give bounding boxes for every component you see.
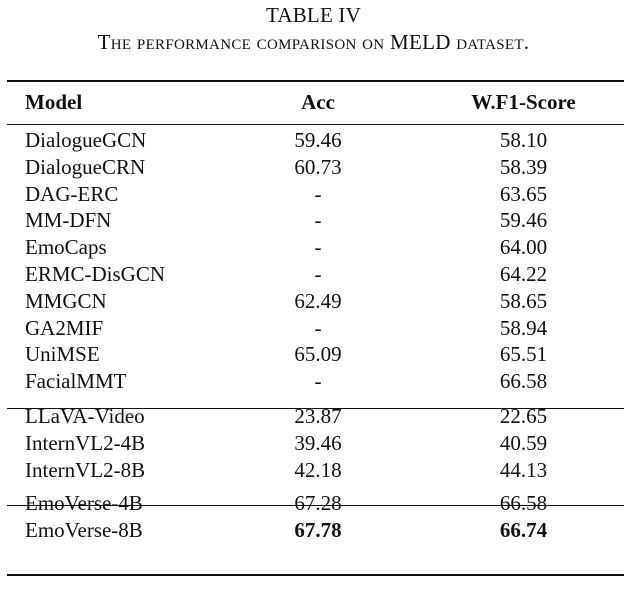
cell-f1: 64.00 bbox=[499, 235, 548, 260]
cell-acc: 65.09 bbox=[294, 342, 342, 367]
cell-f1: 66.58 bbox=[499, 369, 548, 394]
header-f1: W.F1-Score bbox=[471, 90, 576, 114]
table-row: MM-DFN - 59.46 bbox=[7, 207, 624, 234]
cell-acc: 67.28 bbox=[294, 491, 342, 516]
table-label: TABLE IV bbox=[266, 3, 361, 27]
cell-model: DialogueCRN bbox=[25, 154, 146, 179]
table-row: MMGCN 62.49 58.65 bbox=[7, 288, 624, 315]
cell-acc: - bbox=[314, 235, 322, 260]
group-divider-2 bbox=[7, 505, 624, 507]
cell-f1: 66.74 bbox=[499, 518, 548, 543]
cell-f1: 66.58 bbox=[499, 491, 548, 516]
cell-f1: 63.65 bbox=[499, 181, 548, 206]
cell-acc: 67.78 bbox=[294, 518, 342, 543]
cell-model: DialogueGCN bbox=[25, 128, 147, 152]
cell-model: DAG-ERC bbox=[25, 181, 119, 206]
cell-acc: - bbox=[314, 208, 322, 233]
results-table: Model Acc W.F1-Score DialogueGCN 59.46 58.… bbox=[7, 82, 624, 544]
table-row: EmoVerse-4B 67.28 66.58 bbox=[7, 483, 624, 517]
cell-f1: 44.13 bbox=[499, 457, 548, 482]
cell-f1: 65.51 bbox=[499, 342, 548, 367]
cell-f1: 64.22 bbox=[499, 261, 548, 286]
cell-model: EmoVerse-8B bbox=[25, 518, 143, 543]
cell-acc: 23.87 bbox=[294, 403, 342, 428]
cell-model: InternVL2-8B bbox=[25, 457, 146, 482]
cell-acc: - bbox=[314, 181, 322, 206]
table-caption: The performance comparison on MELD datas… bbox=[97, 30, 530, 54]
table-row: GA2MIF - 58.94 bbox=[7, 315, 624, 342]
cell-acc: - bbox=[314, 315, 322, 340]
table-row: UniMSE 65.09 65.51 bbox=[7, 341, 624, 368]
cell-acc: - bbox=[314, 261, 322, 286]
top-rule bbox=[7, 80, 624, 82]
table-row: DialogueCRN 60.73 58.39 bbox=[7, 154, 624, 181]
cell-model: FacialMMT bbox=[25, 369, 127, 394]
header-model: Model bbox=[25, 90, 83, 114]
cell-model: InternVL2-4B bbox=[25, 430, 146, 455]
table-row: ERMC-DisGCN - 64.22 bbox=[7, 261, 624, 288]
header-rule bbox=[7, 124, 624, 126]
table-row: EmoVerse-8B 67.78 66.74 bbox=[7, 517, 624, 544]
bottom-rule bbox=[7, 574, 624, 576]
table-row: DialogueGCN 59.46 58.10 bbox=[7, 123, 624, 154]
cell-model: LLaVA-Video bbox=[25, 403, 145, 428]
cell-f1: 58.10 bbox=[499, 128, 548, 152]
cell-f1: 59.46 bbox=[499, 208, 548, 233]
cell-f1: 58.94 bbox=[499, 315, 548, 340]
cell-model: MM-DFN bbox=[25, 208, 112, 233]
header-acc: Acc bbox=[301, 90, 335, 114]
cell-model: UniMSE bbox=[25, 342, 100, 367]
table-row: DAG-ERC - 63.65 bbox=[7, 181, 624, 208]
cell-model: GA2MIF bbox=[25, 315, 104, 340]
table-row: InternVL2-8B 42.18 44.13 bbox=[7, 457, 624, 484]
cell-acc: 60.73 bbox=[294, 154, 342, 179]
table-row: EmoCaps - 64.00 bbox=[7, 234, 624, 261]
cell-f1: 58.39 bbox=[499, 154, 548, 179]
table-row: FacialMMT - 66.58 bbox=[7, 368, 624, 395]
header-row: Model Acc W.F1-Score bbox=[7, 82, 624, 123]
table-row: InternVL2-4B 39.46 40.59 bbox=[7, 430, 624, 457]
cell-acc: - bbox=[314, 369, 322, 394]
cell-model: ERMC-DisGCN bbox=[25, 261, 166, 286]
cell-model: EmoVerse-4B bbox=[25, 491, 143, 516]
table-row: LLaVA-Video 23.87 22.65 bbox=[7, 395, 624, 430]
cell-f1: 40.59 bbox=[499, 430, 548, 455]
cell-acc: 59.46 bbox=[294, 128, 342, 152]
cell-acc: 62.49 bbox=[294, 288, 342, 313]
cell-model: MMGCN bbox=[25, 288, 107, 313]
cell-acc: 42.18 bbox=[294, 457, 342, 482]
cell-acc: 39.46 bbox=[294, 430, 342, 455]
group-divider-1 bbox=[7, 408, 624, 410]
cell-f1: 22.65 bbox=[499, 403, 548, 428]
cell-f1: 58.65 bbox=[499, 288, 548, 313]
cell-model: EmoCaps bbox=[25, 235, 107, 260]
